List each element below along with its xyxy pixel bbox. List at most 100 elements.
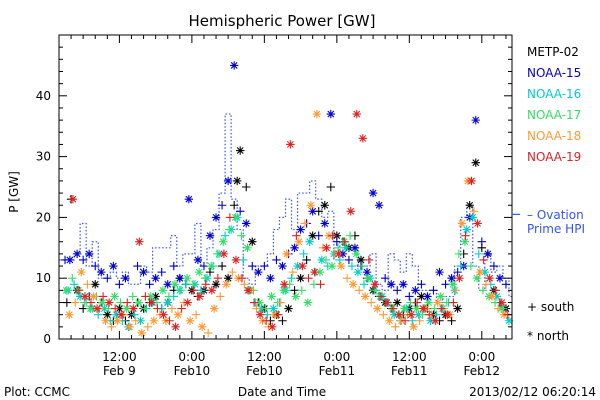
north-point	[334, 249, 343, 259]
north-point	[368, 188, 378, 198]
south-point	[364, 255, 374, 265]
north-point	[279, 286, 288, 295]
north-point	[205, 231, 215, 240]
south-point	[167, 304, 177, 313]
y-tick-label: 10	[36, 271, 51, 285]
north-point	[492, 292, 502, 301]
south-point	[240, 280, 249, 289]
south-point	[261, 304, 270, 313]
south-point	[140, 304, 149, 313]
north-point	[255, 298, 264, 307]
north-point	[151, 292, 160, 301]
north-point	[465, 201, 474, 210]
north-point	[163, 280, 172, 289]
south-point	[304, 274, 313, 283]
south-point	[216, 292, 225, 301]
north-point	[184, 194, 194, 204]
north-point	[394, 310, 404, 319]
north-point	[303, 298, 313, 307]
north-point	[453, 304, 462, 313]
south-point	[143, 322, 152, 332]
north-point	[185, 316, 195, 325]
north-point	[219, 249, 229, 259]
south-point	[287, 274, 296, 283]
north-point	[447, 274, 456, 283]
x-tick-label-time: 0:00	[178, 350, 205, 364]
y-axis-label: P [GW]	[7, 171, 21, 213]
south-point	[94, 310, 103, 319]
north-point	[121, 274, 130, 283]
north-point	[390, 310, 399, 319]
north-point	[457, 219, 467, 228]
south-point	[203, 328, 213, 338]
north-point	[211, 280, 221, 289]
south-point	[128, 292, 137, 301]
legend-entry-noaa-17: NOAA-17	[527, 108, 581, 122]
north-point	[473, 219, 482, 228]
north-point	[351, 249, 361, 259]
series-noaa-19	[68, 109, 512, 332]
north-point	[485, 274, 494, 283]
south-point	[78, 255, 88, 265]
south-point	[248, 261, 257, 271]
south-point	[469, 207, 479, 216]
south-point	[292, 231, 301, 240]
north-point	[112, 310, 121, 319]
north-point	[412, 304, 421, 313]
north-point	[139, 267, 148, 277]
north-point	[91, 280, 100, 289]
south-point	[261, 316, 271, 325]
north-point	[471, 115, 480, 125]
north-point	[89, 292, 98, 301]
series-noaa-17	[62, 213, 506, 319]
south-point	[441, 280, 450, 289]
south-point	[453, 267, 462, 277]
south-point	[447, 316, 456, 325]
north-point	[353, 267, 363, 277]
north-point	[210, 304, 219, 313]
y-tick-label: 20	[36, 210, 51, 224]
x-tick-label-date: Feb10	[174, 364, 211, 378]
south-point	[103, 274, 112, 283]
south-point	[71, 298, 80, 307]
north-point	[257, 304, 266, 313]
north-point	[62, 286, 71, 295]
north-point	[232, 176, 242, 186]
north-point	[305, 237, 314, 246]
legend-entry-noaa-16: NOAA-16	[527, 87, 581, 101]
north-point	[419, 304, 428, 313]
south-point	[415, 316, 424, 325]
north-point	[170, 280, 180, 289]
north-point	[129, 304, 138, 313]
north-point	[385, 316, 394, 325]
x-axis-label: Date and Time	[238, 385, 326, 399]
x-tick-label-time: 12:00	[392, 350, 427, 364]
north-point	[236, 146, 245, 155]
north-point	[85, 249, 94, 259]
series-noaa-15	[60, 61, 511, 301]
south-point	[302, 255, 311, 265]
north-point	[211, 213, 221, 222]
south-point	[456, 261, 465, 271]
south-point	[201, 280, 210, 289]
north-point	[468, 213, 477, 222]
south-point	[131, 316, 140, 325]
y-tick-label: 40	[36, 89, 51, 103]
south-point	[344, 255, 354, 265]
south-point	[400, 316, 410, 325]
south-point	[347, 261, 357, 271]
north-point	[296, 225, 305, 234]
south-point	[479, 255, 488, 265]
south-point	[141, 292, 150, 301]
north-point	[338, 249, 348, 259]
south-point	[332, 237, 342, 246]
north-point	[350, 243, 360, 252]
south-point	[340, 237, 349, 246]
north-point	[399, 280, 408, 289]
north-point	[504, 316, 514, 325]
north-point	[423, 292, 432, 301]
north-point	[487, 292, 497, 301]
south-point	[290, 286, 299, 295]
north-point	[147, 298, 156, 307]
south-point	[380, 274, 390, 283]
